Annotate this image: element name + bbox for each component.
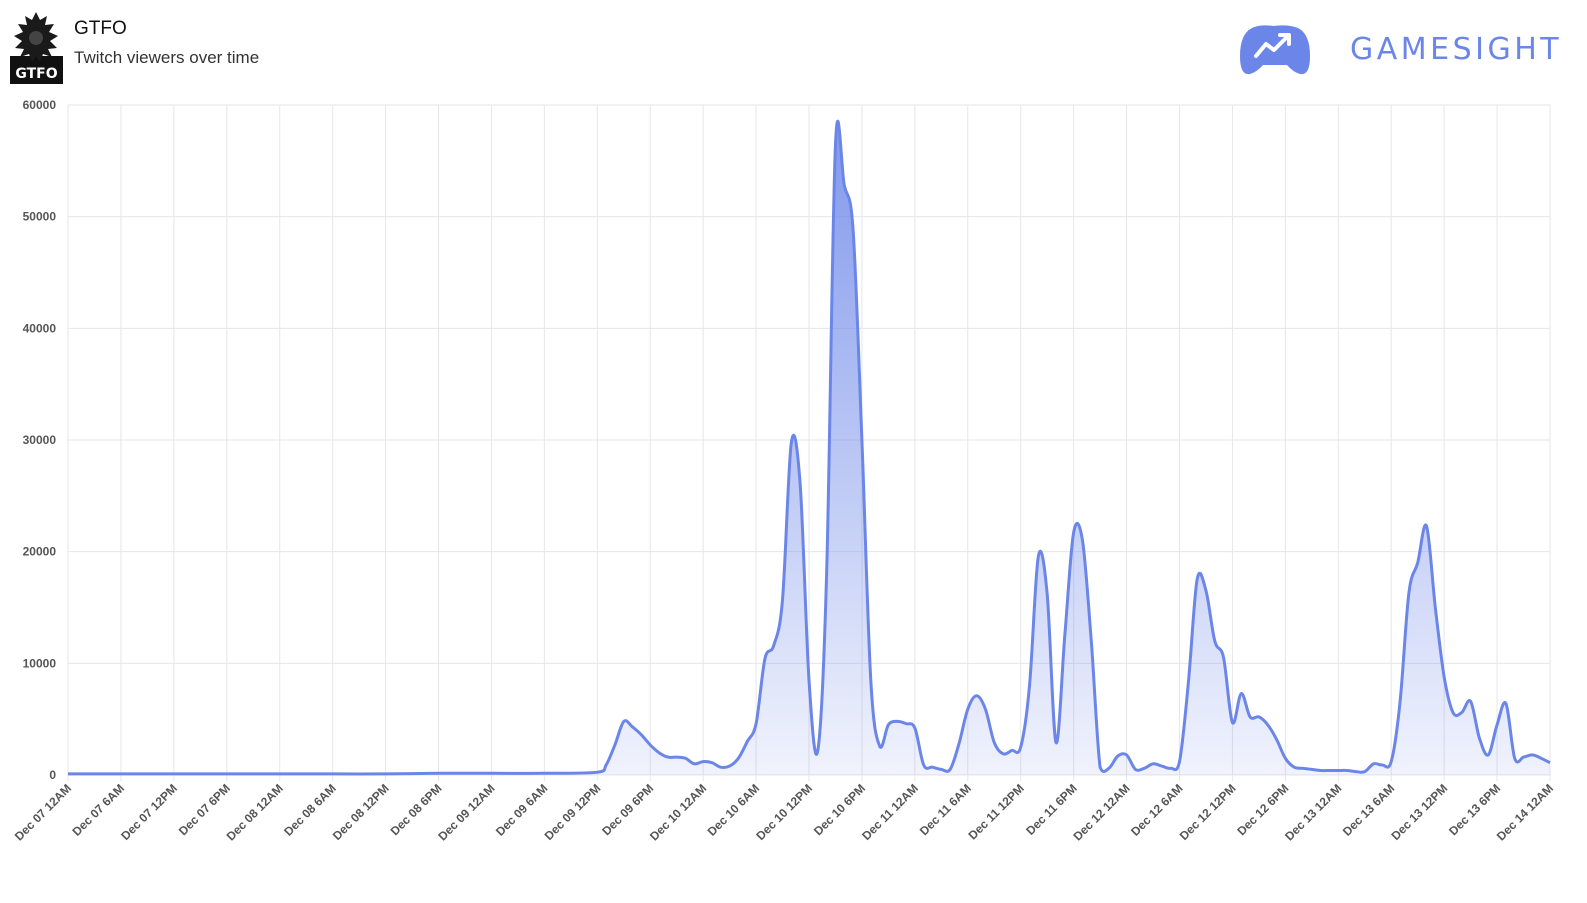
x-tick-label: Dec 10 6PM bbox=[811, 781, 868, 838]
y-tick-label: 10000 bbox=[23, 656, 57, 670]
game-title: GTFO bbox=[74, 18, 127, 39]
x-tick-label: Dec 12 12PM bbox=[1177, 781, 1239, 843]
viewers-chart: 0 10000 20000 30000 40000 50000 60000 Dec 07 1… bbox=[12, 98, 1556, 843]
x-tick-label: Dec 07 12PM bbox=[118, 781, 180, 843]
game-logo-art: GTFO bbox=[10, 10, 63, 84]
x-tick-label: Dec 11 12PM bbox=[966, 781, 1027, 842]
x-tick-label: Dec 07 6AM bbox=[70, 781, 128, 839]
y-tick-label: 60000 bbox=[23, 98, 57, 112]
x-tick-label: Dec 11 6AM bbox=[917, 781, 974, 838]
gamesight-brand[interactable]: GAMESIGHT bbox=[1238, 22, 1559, 78]
x-tick-label: Dec 08 12PM bbox=[330, 781, 392, 843]
x-tick-label: Dec 09 12AM bbox=[435, 781, 497, 843]
x-tick-label: Dec 11 12AM bbox=[859, 781, 921, 843]
y-tick-label: 40000 bbox=[23, 321, 57, 335]
header: GTFO GTFO Twitch viewers over time GAMES… bbox=[0, 0, 1587, 95]
x-tick-label: Dec 08 6AM bbox=[281, 781, 339, 839]
x-tick-label: Dec 09 6PM bbox=[599, 781, 656, 838]
game-logo: GTFO bbox=[10, 10, 63, 84]
y-tick-label: 0 bbox=[49, 768, 56, 782]
gamepad-trend-icon bbox=[1240, 25, 1310, 75]
x-tick-label: Dec 10 6AM bbox=[705, 781, 763, 839]
x-tick-label: Dec 13 12AM bbox=[1282, 781, 1344, 843]
x-tick-label: Dec 07 12AM bbox=[12, 781, 74, 843]
x-tick-label: Dec 10 12PM bbox=[753, 781, 815, 843]
game-logo-text: GTFO bbox=[15, 66, 57, 82]
x-tick-label: Dec 12 6PM bbox=[1234, 781, 1291, 838]
x-tick-label: Dec 07 6PM bbox=[176, 781, 233, 838]
x-tick-label: Dec 08 6PM bbox=[388, 781, 445, 838]
brand-name: GAMESIGHT bbox=[1350, 32, 1563, 67]
x-tick-label: Dec 09 6AM bbox=[493, 781, 551, 839]
chart-subtitle: Twitch viewers over time bbox=[74, 48, 260, 67]
y-tick-label: 50000 bbox=[23, 210, 57, 224]
x-tick-label: Dec 08 12AM bbox=[224, 781, 286, 843]
x-tick-label: Dec 14 12AM bbox=[1494, 781, 1556, 843]
x-tick-label: Dec 13 6AM bbox=[1340, 781, 1398, 839]
y-tick-label: 20000 bbox=[23, 545, 57, 559]
x-tick-label: Dec 13 12PM bbox=[1388, 781, 1450, 843]
y-tick-label: 30000 bbox=[23, 433, 57, 447]
x-tick-label: Dec 09 12PM bbox=[542, 781, 604, 843]
x-tick-label: Dec 12 12AM bbox=[1070, 781, 1132, 843]
x-tick-label: Dec 10 12AM bbox=[647, 781, 709, 843]
x-tick-label: Dec 12 6AM bbox=[1128, 781, 1186, 839]
y-axis-labels: 0 10000 20000 30000 40000 50000 60000 bbox=[23, 98, 57, 782]
viewers-area bbox=[68, 121, 1550, 776]
x-tick-label: Dec 13 6PM bbox=[1446, 781, 1503, 838]
x-tick-label: Dec 11 6PM bbox=[1023, 781, 1080, 838]
viewers-line bbox=[68, 119, 1551, 776]
